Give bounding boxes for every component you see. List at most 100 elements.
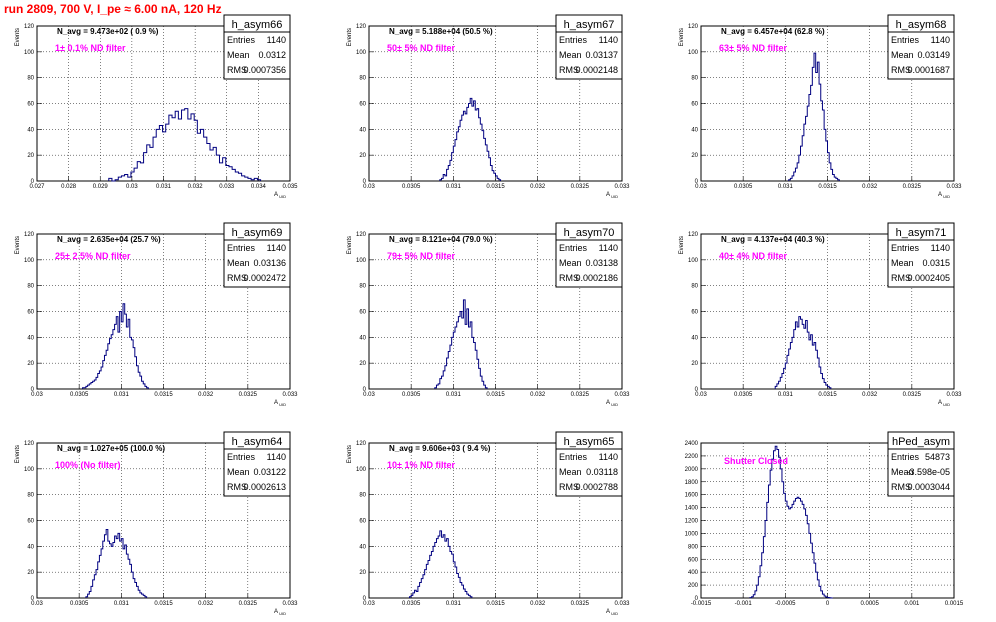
x-tick-label: 0.032: [188, 184, 204, 190]
y-axis-label: Events: [347, 445, 353, 463]
stats-mean-label: Mean: [891, 467, 914, 477]
y-tick-label: 1600: [685, 493, 699, 499]
y-tick-label: 60: [359, 102, 366, 108]
stats-mean-value: 0.03122: [253, 467, 286, 477]
y-tick-label: 100: [24, 258, 35, 264]
y-tick-label: 0: [695, 179, 699, 185]
x-tick-label: 0.0005: [860, 601, 879, 607]
y-tick-label: 40: [359, 335, 366, 341]
stats-entries-label: Entries: [227, 243, 256, 253]
y-tick-label: 40: [27, 544, 34, 550]
y-tick-label: 2000: [685, 467, 699, 473]
x-tick-label: 0.028: [61, 184, 77, 190]
x-tick-label: 0.0315: [818, 392, 837, 398]
x-tick-label: 0.03: [695, 392, 707, 398]
y-tick-label: 60: [359, 519, 366, 525]
x-tick-label: 0.0305: [70, 392, 89, 398]
histogram-series: [788, 52, 840, 181]
stats-rms-label: RMS: [891, 273, 911, 283]
stats-mean-value: 0.0315: [922, 258, 950, 268]
stats-box: [887, 239, 955, 288]
stats-rms-value: 0.0001687: [907, 65, 950, 75]
y-axis-label: Events: [679, 236, 685, 254]
stats-entries-label: Entries: [891, 452, 920, 462]
filter-annotation: 79± 5% ND filter: [387, 251, 455, 261]
histogram-series: [439, 97, 502, 181]
y-tick-label: 0: [363, 596, 367, 602]
x-tick-label: 0.0325: [571, 392, 590, 398]
stats-entries-value: 1140: [931, 35, 950, 45]
x-tick-label: 0.032: [530, 601, 546, 607]
x-tick-label: 0.033: [219, 184, 235, 190]
stats-rms-value: 0.0003044: [907, 482, 950, 492]
stats-mean-value: 0.0312: [258, 50, 286, 60]
histogram-name: h_asym69: [232, 227, 283, 239]
x-axis-label: A UID: [274, 609, 286, 616]
y-tick-label: 1200: [685, 519, 699, 525]
x-tick-label: 0.033: [946, 184, 962, 190]
x-tick-label: 0.033: [614, 601, 630, 607]
stats-entries-label: Entries: [559, 452, 588, 462]
x-tick-label: 0.0315: [486, 392, 505, 398]
stats-mean-value: 0.03138: [585, 258, 618, 268]
stats-box: [887, 448, 955, 497]
panel-h_asym69: 0.03 0.0305 0.031 0.0315 0.032 0.0325 0.033 0 20…: [15, 222, 298, 407]
filter-annotation: Shutter Closed: [724, 456, 788, 466]
x-axis-label: A UID: [606, 192, 618, 199]
histogram-series: [82, 303, 149, 389]
y-tick-label: 120: [688, 232, 699, 238]
y-tick-label: 80: [359, 76, 366, 82]
stats-entries-value: 54873: [925, 452, 950, 462]
navg-annotation: N_avg = 4.137e+04 (40.3 %): [721, 235, 825, 244]
y-tick-label: 0: [31, 179, 35, 185]
y-tick-label: 20: [27, 361, 34, 367]
x-tick-label: 0.03: [363, 392, 375, 398]
stats-mean-label: Mean: [559, 258, 582, 268]
y-tick-label: 100: [356, 467, 367, 473]
x-tick-label: 0.032: [862, 184, 878, 190]
y-tick-label: 1000: [685, 531, 699, 537]
x-tick-label: -0.0015: [691, 601, 712, 607]
y-tick-label: 120: [24, 24, 35, 30]
navg-annotation: N_avg = 6.457e+04 (62.8 %): [721, 27, 825, 36]
x-tick-label: 0.031: [778, 392, 794, 398]
y-tick-label: 40: [359, 127, 366, 133]
stats-box: [223, 31, 291, 80]
x-tick-label: 0.0315: [154, 601, 173, 607]
histogram-series: [749, 445, 834, 599]
y-tick-label: 0: [31, 387, 35, 393]
stats-box: [555, 31, 623, 80]
stats-mean-label: Mean: [559, 467, 582, 477]
navg-annotation: N_avg = 9.606e+03 ( 9.4 %): [389, 444, 491, 453]
y-tick-label: 20: [359, 361, 366, 367]
panel-h_asym71: 0.03 0.0305 0.031 0.0315 0.032 0.0325 0.033 0 20…: [679, 222, 962, 407]
stats-mean-value: 0.03137: [585, 50, 618, 60]
stats-rms-label: RMS: [559, 65, 579, 75]
x-axis-label: A UID: [606, 400, 618, 407]
x-tick-label: 0.0325: [571, 184, 590, 190]
navg-annotation: N_avg = 8.121e+04 (79.0 %): [389, 235, 493, 244]
x-axis-label: A UID: [274, 192, 286, 199]
stats-rms-value: 0.0002186: [575, 273, 618, 283]
panel-h_asym66: 0.027 0.028 0.029 0.03 0.031 0.032 0.033 0.034 0…: [15, 14, 298, 199]
stats-entries-value: 1140: [267, 35, 286, 45]
x-axis-label: A UID: [274, 400, 286, 407]
filter-annotation: 63± 5% ND filter: [719, 43, 787, 53]
stats-entries-value: 1140: [599, 243, 618, 253]
histogram-name: h_asym68: [896, 19, 947, 31]
stats-rms-label: RMS: [559, 482, 579, 492]
y-tick-label: 20: [27, 570, 34, 576]
filter-annotation: 40± 4% ND filter: [719, 251, 787, 261]
x-tick-label: 0.03: [126, 184, 138, 190]
x-tick-label: 0.033: [946, 392, 962, 398]
x-tick-label: 0.034: [251, 184, 267, 190]
y-axis-label: Events: [679, 28, 685, 46]
stats-entries-value: 1140: [599, 35, 618, 45]
histogram-name: h_asym65: [564, 436, 615, 448]
x-axis-label: A UID: [606, 609, 618, 616]
stats-entries-label: Entries: [891, 243, 920, 253]
x-tick-label: 0.0305: [402, 392, 421, 398]
x-tick-label: 0.027: [29, 184, 45, 190]
stats-mean-value: 0.03136: [253, 258, 286, 268]
y-tick-label: 80: [27, 493, 34, 499]
